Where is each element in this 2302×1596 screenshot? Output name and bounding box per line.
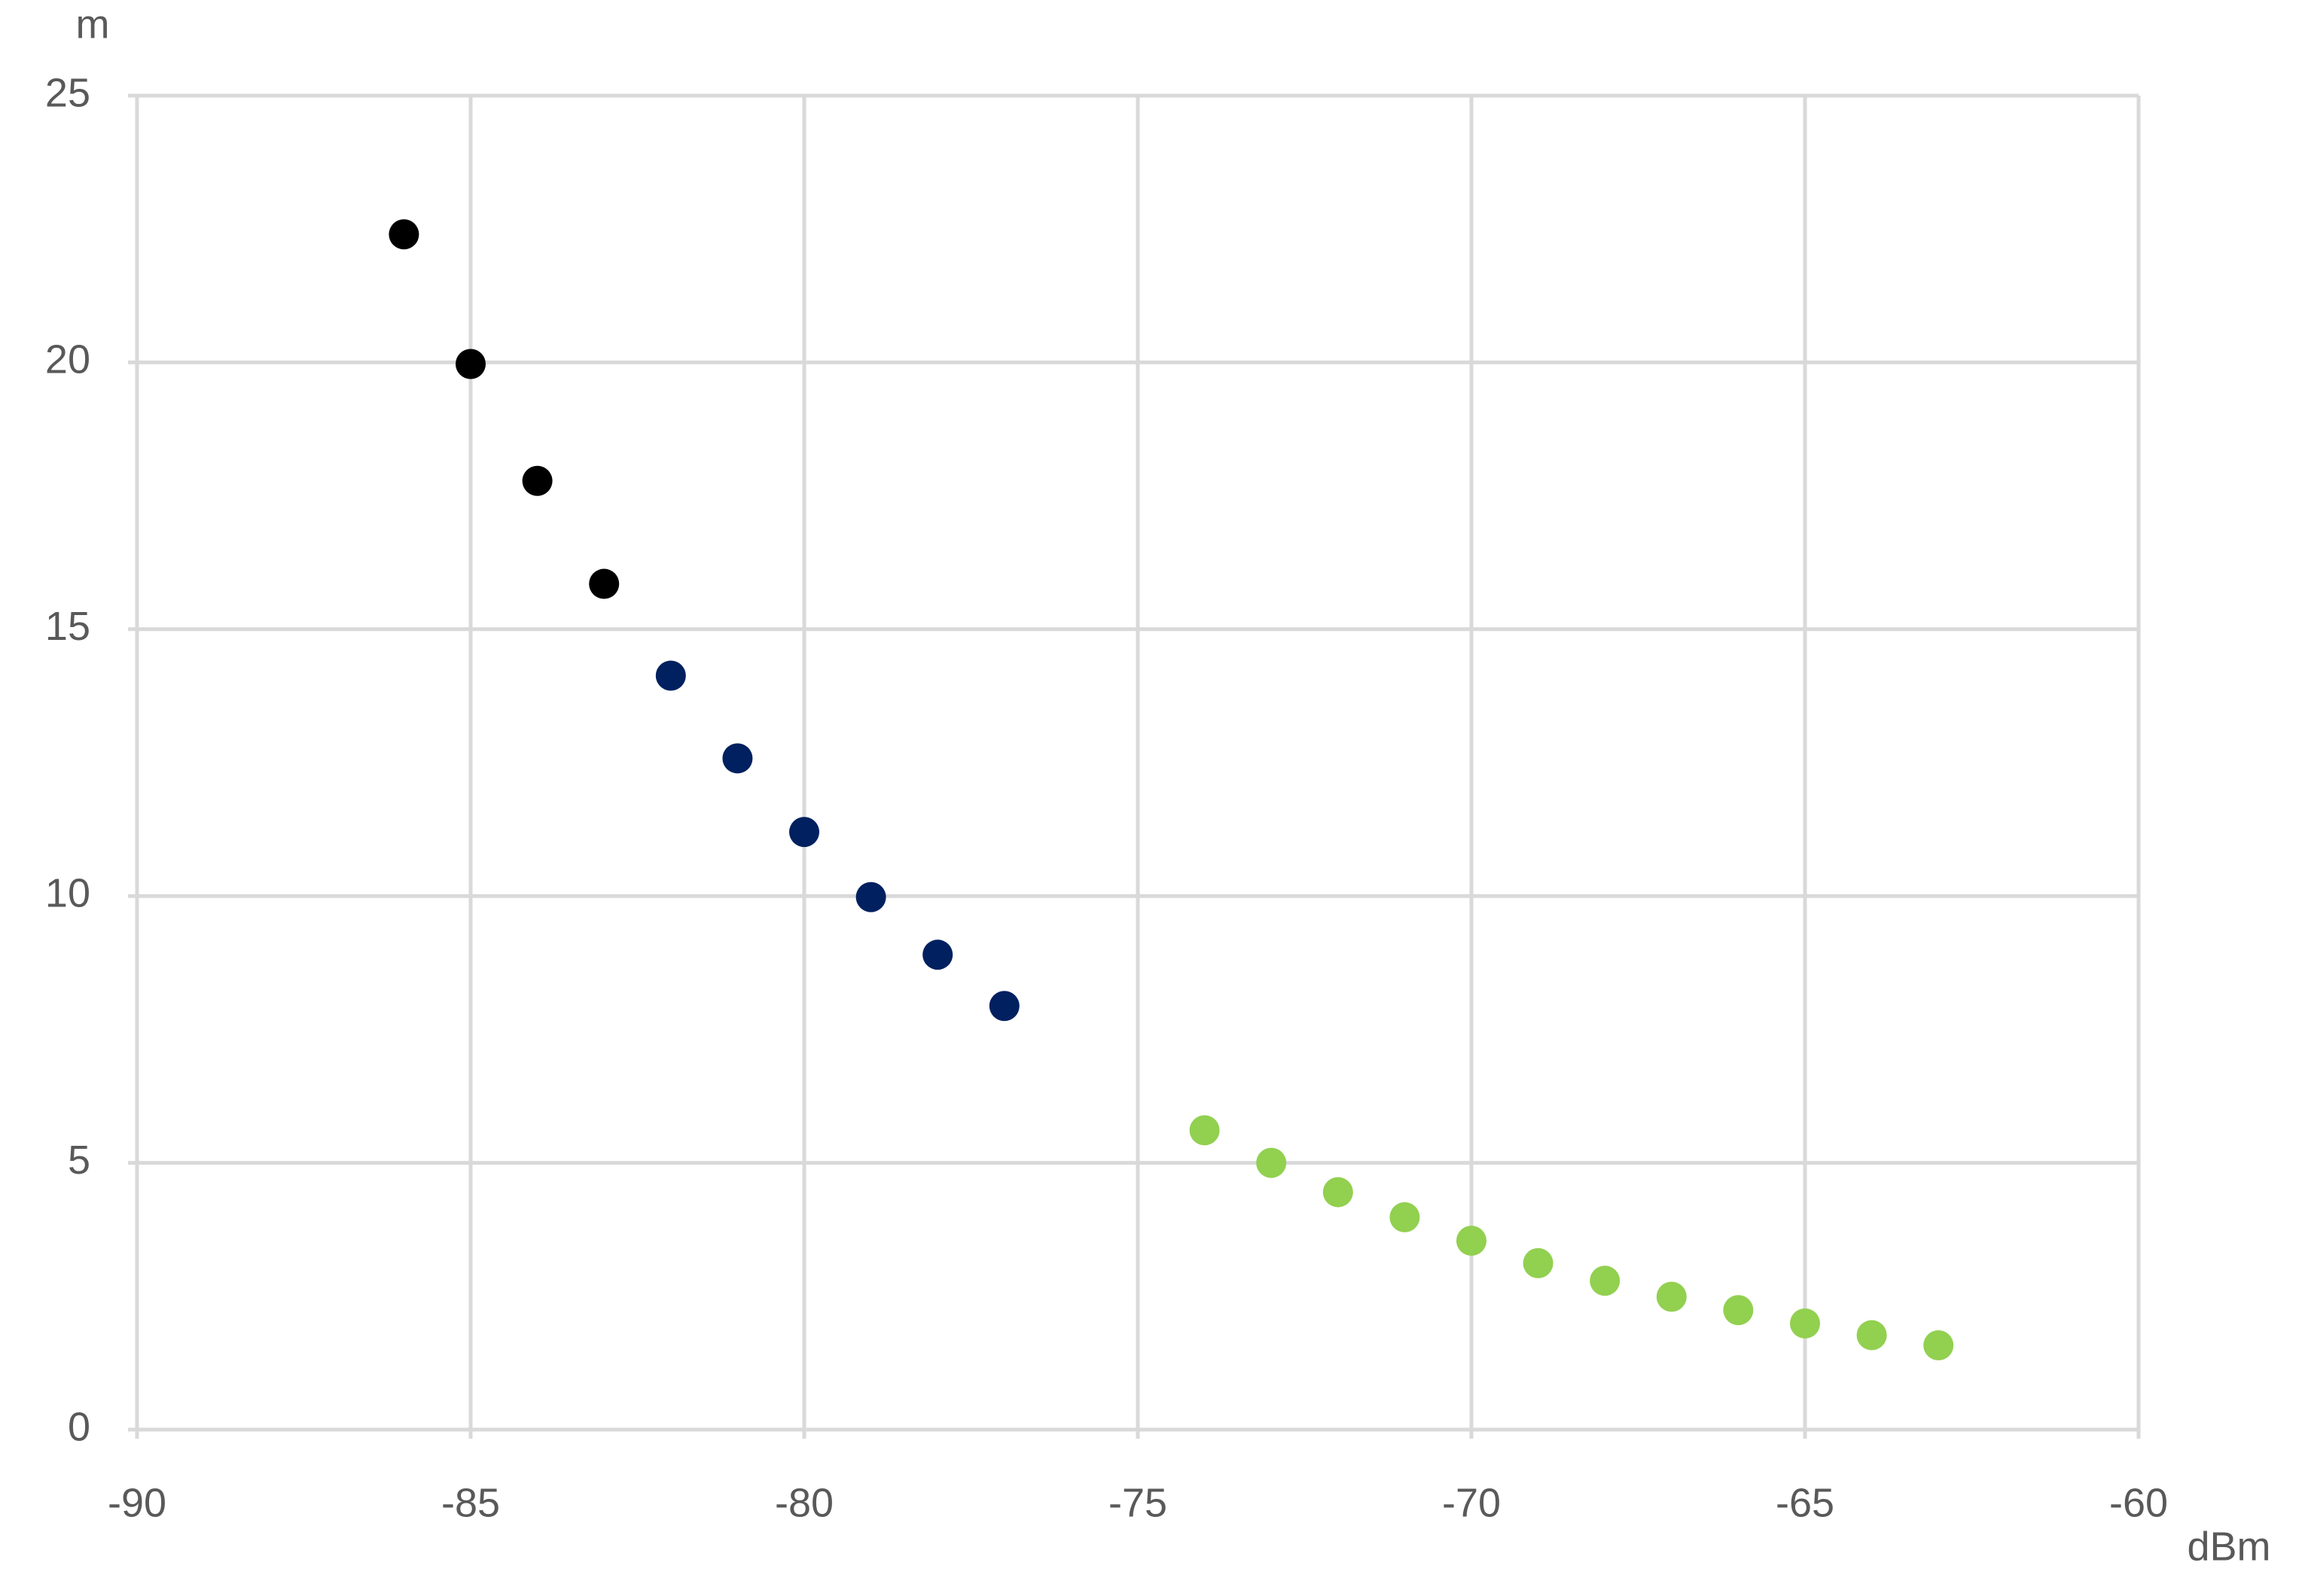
- point: [456, 349, 486, 379]
- point: [1389, 1202, 1420, 1232]
- x-tick-label: -60: [2109, 1480, 2168, 1525]
- point: [989, 991, 1020, 1022]
- y-tick-label: 10: [45, 870, 90, 915]
- point: [722, 743, 753, 774]
- y-tick-label: 15: [45, 604, 90, 649]
- x-tick-label: -80: [775, 1480, 834, 1525]
- x-tick-label: -85: [441, 1480, 500, 1525]
- point: [1456, 1226, 1486, 1256]
- point: [1656, 1281, 1687, 1312]
- point: [855, 882, 886, 912]
- x-tick-label: -70: [1442, 1480, 1501, 1525]
- y-tick-label: 25: [45, 70, 90, 115]
- point: [389, 219, 419, 250]
- point: [789, 817, 819, 848]
- point: [655, 660, 686, 691]
- point: [1322, 1177, 1353, 1208]
- point: [1189, 1115, 1220, 1146]
- y-tick-label: 20: [45, 337, 90, 382]
- point: [1923, 1330, 1954, 1361]
- point: [1590, 1266, 1621, 1296]
- x-tick-label: -75: [1108, 1480, 1167, 1525]
- point: [1856, 1320, 1887, 1351]
- x-tick-label: -90: [108, 1480, 166, 1525]
- y-tick-label: 0: [68, 1404, 90, 1449]
- point: [1723, 1295, 1754, 1326]
- y-tick-label: 5: [68, 1138, 90, 1183]
- x-axis-label: dBm: [2187, 1524, 2270, 1569]
- point: [1523, 1247, 1553, 1278]
- point: [1256, 1147, 1287, 1178]
- y-axis-label: m: [76, 2, 110, 47]
- x-tick-label: -65: [1776, 1480, 1834, 1525]
- point: [1790, 1308, 1820, 1339]
- point: [522, 465, 553, 496]
- point: [589, 568, 620, 599]
- point: [922, 940, 953, 970]
